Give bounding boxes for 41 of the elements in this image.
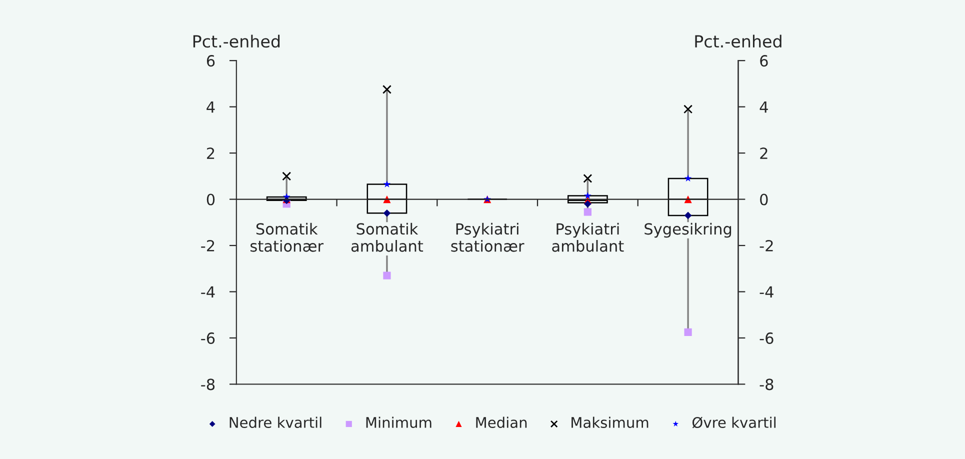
y-tick-label: -8 — [201, 378, 215, 390]
y-tick-label: -6 — [201, 332, 215, 344]
point — [383, 180, 391, 188]
y-axis-title: Pct.-enhed — [193, 34, 280, 48]
y2-tick-label: 4 — [760, 101, 768, 113]
point — [684, 212, 692, 220]
x-tick-label: Somatik ambulant — [351, 222, 424, 252]
x-tick-label: Sygesikring — [644, 222, 732, 238]
point — [684, 328, 692, 336]
point — [282, 172, 292, 181]
y-tick-label: 0 — [206, 194, 215, 206]
y-tick-label: 4 — [206, 101, 215, 113]
point — [584, 208, 592, 216]
y2-tick-label: -2 — [760, 240, 773, 252]
y2-tick-label: -4 — [760, 286, 774, 298]
point — [684, 174, 692, 182]
y2-tick-label: -8 — [760, 378, 774, 390]
point — [684, 104, 693, 114]
x-tick-label: Psykiatri stationær — [451, 222, 524, 252]
y-tick-label: -4 — [201, 286, 215, 298]
y2-tick-label: -6 — [760, 332, 774, 344]
point — [584, 192, 592, 199]
y-tick-label: 6 — [206, 55, 215, 67]
y2-tick-label: 6 — [760, 55, 768, 67]
legend-label: Median — [476, 416, 527, 428]
legend-label: Maksimum — [572, 416, 648, 428]
y-tick-label: 2 — [206, 148, 214, 159]
point — [383, 272, 391, 280]
y2-tick-label: 2 — [760, 148, 768, 159]
y2-tick-label: 0 — [760, 194, 768, 206]
legend-label: Øvre kvartil — [692, 416, 776, 428]
x-tick-label: Somatik stationær — [250, 222, 324, 252]
point — [584, 200, 592, 208]
y2-axis-title: Pct.-enhed — [695, 34, 782, 48]
legend-label: Minimum — [366, 416, 432, 428]
point — [382, 84, 392, 94]
x-tick-label: Psykiatri ambulant — [552, 222, 624, 252]
point — [583, 174, 592, 183]
legend-label: Nedre kvartil — [230, 416, 322, 428]
point — [383, 209, 391, 217]
y-tick-label: -2 — [201, 240, 214, 252]
